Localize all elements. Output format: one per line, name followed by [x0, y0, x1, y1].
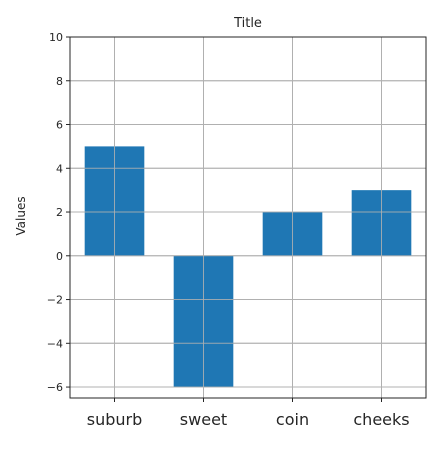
x-tick-label: sweet — [180, 410, 227, 429]
y-tick-labels: 10 8 6 4 2 0 −2 −4 −6 — [47, 31, 63, 394]
y-axis-label: Values — [14, 196, 28, 235]
y-tick-label: 10 — [49, 31, 63, 44]
chart-title: Title — [233, 16, 262, 31]
axes-frame — [66, 36, 427, 402]
x-tick-label: cheeks — [353, 410, 409, 429]
bars — [70, 36, 426, 398]
y-tick-label: −2 — [47, 294, 63, 307]
y-tick-label: 2 — [56, 206, 63, 219]
y-tick-label: 6 — [56, 119, 63, 132]
y-tick-label: −4 — [47, 337, 63, 350]
x-tick-labels: suburb sweet coin cheeks — [87, 410, 410, 429]
y-tick-label: 8 — [56, 75, 63, 88]
x-tick-label: coin — [276, 410, 309, 429]
plot-frame — [69, 36, 427, 399]
y-tick-label: −6 — [47, 381, 63, 394]
y-tick-label: 0 — [56, 250, 63, 263]
y-tick-label: 4 — [56, 162, 63, 175]
x-tick-label: suburb — [87, 410, 143, 429]
